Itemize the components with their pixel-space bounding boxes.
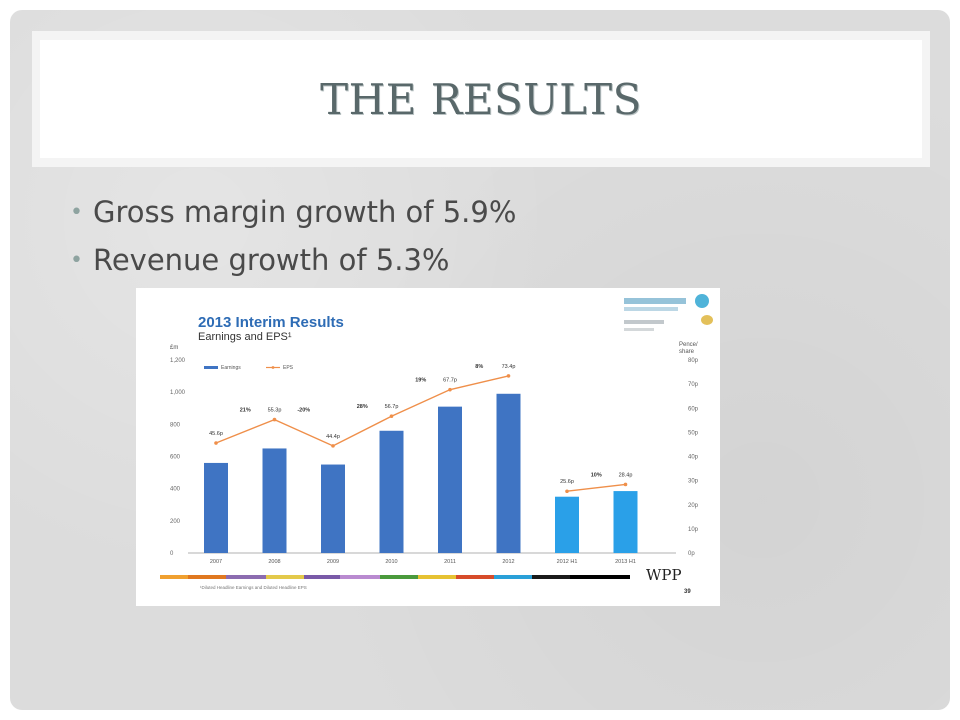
eps-label: 45.6p [209, 431, 223, 437]
eps-line [566, 483, 626, 492]
chart-subtitle: Earnings and EPS¹ [198, 331, 292, 343]
right-tick-label: 70p [688, 382, 699, 388]
right-tick-label: 40p [688, 455, 699, 461]
chart-legend: Earnings EPS [204, 365, 294, 371]
interim-results-chart: 2013 Interim Results Earnings and EPS¹ £… [136, 288, 720, 606]
legend-eps-marker [271, 366, 275, 369]
growth-label: 10% [591, 472, 602, 478]
bullet-text: Gross margin growth of 5.9% [92, 195, 517, 229]
growth-label: 8% [475, 364, 483, 370]
left-tick-label: 0 [170, 551, 174, 557]
x-tick-label: 2008 [268, 559, 280, 565]
eps-label: 25.6p [560, 479, 574, 485]
x-axis-ticks: 2007 2008 2009 2010 2011 2012 2012 H1 2013 H1 [210, 559, 636, 565]
title-box: THE RESULTS [40, 40, 922, 158]
brand-logo: WPP [646, 566, 682, 584]
x-tick-label: 2007 [210, 559, 222, 565]
eps-point [214, 441, 218, 445]
page-number: 39 [684, 589, 691, 595]
x-tick-label: 2011 [444, 559, 456, 565]
brand-color-stripe [160, 575, 630, 579]
earnings-bar [613, 491, 638, 553]
eps-label: 44.4p [326, 434, 340, 440]
right-tick-label: 80p [688, 358, 699, 364]
eps-label: 67.7p [443, 378, 457, 384]
right-tick-label: 50p [688, 430, 699, 436]
growth-label: 19% [415, 378, 426, 384]
title-band: THE RESULTS [32, 31, 930, 167]
chart-svg: 2013 Interim Results Earnings and EPS¹ £… [160, 294, 713, 595]
eps-point [272, 417, 277, 422]
earnings-bar [496, 393, 521, 553]
earnings-bar [379, 430, 404, 553]
right-tick-label: 60p [688, 406, 699, 412]
chart-footnote: ¹Diluted Headline Earnings and Diluted H… [200, 585, 307, 590]
earnings-bar [555, 496, 579, 553]
left-tick-label: 1,000 [170, 390, 186, 396]
slide-title: THE RESULTS [320, 74, 642, 124]
legend-earnings-label: Earnings [221, 365, 241, 371]
growth-label: 21% [240, 408, 251, 414]
left-tick-label: 600 [170, 455, 181, 461]
left-axis-unit: £m [170, 345, 178, 351]
eps-label: 73.4p [502, 364, 516, 370]
growth-label: 28% [357, 404, 368, 410]
eps-label: 28.4p [619, 472, 633, 478]
bullet-item: • Revenue growth of 5.3% [70, 238, 516, 286]
x-tick-label: 2012 H1 [557, 559, 578, 565]
left-tick-label: 400 [170, 487, 181, 493]
eps-line [215, 375, 509, 447]
chart-title: 2013 Interim Results [198, 314, 344, 331]
bullet-dot-icon: • [70, 248, 83, 273]
eps-point [623, 482, 628, 487]
bullet-text: Revenue growth of 5.3% [92, 243, 450, 277]
right-tick-label: 30p [688, 479, 699, 485]
legend-earnings-swatch [204, 366, 218, 369]
right-tick-label: 0p [688, 551, 695, 557]
legend-eps-label: EPS [283, 365, 294, 371]
left-tick-label: 200 [170, 519, 181, 525]
right-axis-unit: Pence/share [679, 342, 698, 355]
bullet-list: • Gross margin growth of 5.9% • Revenue gr… [70, 190, 516, 286]
x-tick-label: 2013 H1 [615, 559, 636, 565]
earnings-bar [438, 406, 462, 553]
left-tick-label: 1,200 [170, 358, 186, 364]
bullet-item: • Gross margin growth of 5.9% [70, 190, 516, 238]
x-tick-label: 2010 [385, 559, 397, 565]
right-tick-label: 10p [688, 527, 699, 533]
eps-point [506, 374, 511, 378]
eps-series: 45.6p 55.3p 44.4p 56.7p 67.7p 73.4p 25.6p 28.4p… [209, 364, 633, 494]
bullet-dot-icon: • [70, 200, 83, 225]
eps-point [331, 444, 335, 448]
eps-point [565, 489, 569, 494]
x-tick-label: 2009 [327, 559, 339, 565]
bar-series [204, 393, 638, 553]
eps-label: 55.3p [268, 408, 282, 414]
earnings-bar [262, 448, 287, 553]
left-tick-label: 800 [170, 422, 181, 428]
eps-point [448, 387, 452, 392]
earnings-bar [204, 462, 228, 553]
x-tick-label: 2012 [502, 559, 514, 565]
eps-label: 56.7p [385, 404, 399, 410]
earnings-bar [321, 464, 345, 553]
logo-badge [624, 294, 713, 331]
right-tick-label: 20p [688, 503, 699, 509]
eps-point [389, 414, 394, 419]
growth-label: -20% [297, 408, 310, 414]
